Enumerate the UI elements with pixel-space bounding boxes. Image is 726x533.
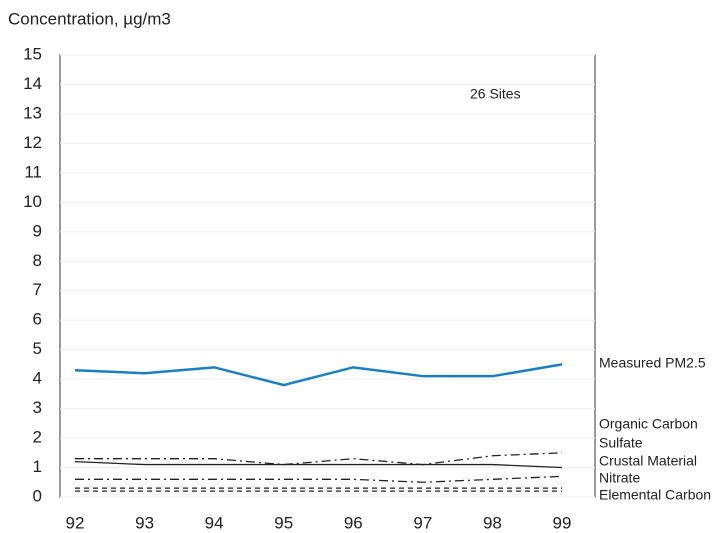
y-tick-label: 5 xyxy=(33,339,42,358)
y-tick-label: 8 xyxy=(33,251,42,270)
legend-label: Sulfate xyxy=(599,435,643,451)
legend-label: Organic Carbon xyxy=(599,416,698,432)
y-tick-label: 6 xyxy=(33,310,42,329)
plot-frame xyxy=(59,54,596,498)
x-tick-label: 95 xyxy=(274,513,293,532)
y-tick-label: 3 xyxy=(33,398,42,417)
y-tick-label: 2 xyxy=(33,428,42,447)
annotation: 26 Sites xyxy=(470,86,521,102)
x-tick-label: 92 xyxy=(66,513,85,532)
y-tick-label: 12 xyxy=(23,133,42,152)
x-tick-label: 93 xyxy=(135,513,154,532)
x-tick-label: 96 xyxy=(344,513,363,532)
legend-label: Crustal Material xyxy=(599,453,697,469)
series-line xyxy=(74,460,563,469)
y-axis-label: Concentration, µg/m3 xyxy=(8,9,171,28)
y-tick-label: 13 xyxy=(23,103,42,122)
x-tick-label: 98 xyxy=(483,513,502,532)
y-tick-label: 9 xyxy=(33,221,42,240)
legend-label: Measured PM2.5 xyxy=(599,355,706,371)
y-tick-label: 10 xyxy=(23,192,42,211)
y-tick-label: 4 xyxy=(33,369,42,388)
series-line xyxy=(75,452,563,466)
y-tick-label: 7 xyxy=(33,280,42,299)
legend-label: Elemental Carbon xyxy=(599,487,711,503)
x-tick-label: 99 xyxy=(553,513,572,532)
y-tick-label: 14 xyxy=(23,74,42,93)
x-tick-label: 94 xyxy=(205,513,224,532)
y-tick-label: 11 xyxy=(24,162,42,181)
y-tick-label: 0 xyxy=(33,486,42,505)
y-tick-label: 15 xyxy=(23,44,42,63)
series-line xyxy=(74,363,563,387)
series-line xyxy=(75,475,563,483)
legend-label: Nitrate xyxy=(599,470,640,486)
x-tick-label: 97 xyxy=(413,513,432,532)
y-tick-label: 1 xyxy=(33,457,42,476)
